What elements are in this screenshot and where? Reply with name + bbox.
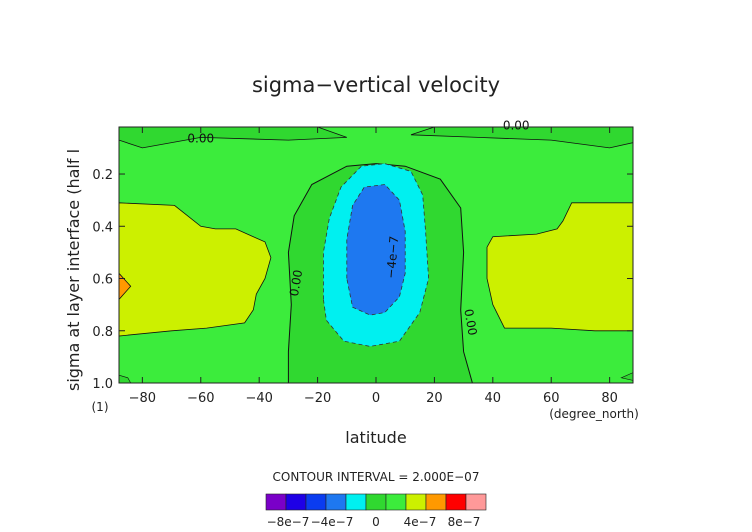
x-tick-label-3: −20: [304, 391, 331, 406]
colorbar-tick-label-4: 8e−7: [448, 515, 481, 529]
colorbar-swatch-10: [465, 493, 487, 511]
y-tick-label-1: 0.4: [92, 220, 113, 235]
colorbar-swatch-8: [425, 493, 447, 511]
contour-label-1: 0.00: [503, 119, 530, 133]
x-tick-label-7: 60: [543, 391, 560, 406]
region-equatorial-minimum: [346, 184, 406, 316]
chart-title: sigma−vertical velocity: [252, 73, 500, 97]
colorbar-swatch-4: [345, 493, 367, 511]
contour-label-0: 0.00: [187, 132, 214, 146]
colorbar-swatch-7: [405, 493, 427, 511]
contour-label-4: 0.00: [461, 308, 479, 337]
region-top-cell-south: [118, 126, 347, 149]
region-south-lobe: [118, 202, 272, 337]
colorbar-swatch-3: [325, 493, 347, 511]
x-tick-label-4: 0: [372, 391, 380, 406]
plot-area: 0.00 0.00 0.00 −4e−7 0.00 −80 −60 −40 −20 0 20 40 60…: [92, 119, 634, 406]
region-top-cell-north: [410, 126, 634, 149]
x-tick-label-2: −40: [245, 391, 272, 406]
colorbar: −8e−7 −4e−7 0 4e−7 8e−7: [265, 493, 487, 529]
colorbar-swatch-5: [365, 493, 387, 511]
contour-label-2: 0.00: [287, 269, 305, 298]
x-tick-label-5: 20: [426, 391, 443, 406]
contour-label-3: −4e−7: [384, 235, 402, 279]
y-tick-label-3: 0.8: [92, 325, 113, 340]
colorbar-swatch-6: [385, 493, 407, 511]
colorbar-tick-label-0: −8e−7: [267, 515, 310, 529]
y-unit-label: (1): [92, 400, 109, 414]
colorbar-swatch-2: [305, 493, 327, 511]
x-tick-label-8: 80: [601, 391, 618, 406]
colorbar-swatch-1: [285, 493, 307, 511]
x-unit-label: (degree_north): [549, 407, 639, 421]
colorbar-tick-label-3: 4e−7: [404, 515, 437, 529]
colorbar-swatch-9: [445, 493, 467, 511]
region-north-lobe: [486, 202, 634, 332]
y-axis-label: sigma at layer interface (half l: [64, 149, 83, 391]
x-axis-label: latitude: [345, 428, 406, 447]
y-tick-label-2: 0.6: [92, 273, 113, 288]
colorbar-tick-label-1: −4e−7: [311, 515, 354, 529]
colorbar-tick-label-2: 0: [372, 515, 380, 529]
x-tick-label-0: −80: [129, 391, 156, 406]
x-tick-label-6: 40: [485, 391, 502, 406]
colorbar-swatch-0: [265, 493, 287, 511]
contour-interval-label: CONTOUR INTERVAL = 2.000E−07: [273, 470, 480, 484]
y-tick-label-4: 1.0: [92, 377, 113, 392]
y-tick-label-0: 0.2: [92, 168, 113, 183]
x-tick-label-1: −60: [187, 391, 214, 406]
